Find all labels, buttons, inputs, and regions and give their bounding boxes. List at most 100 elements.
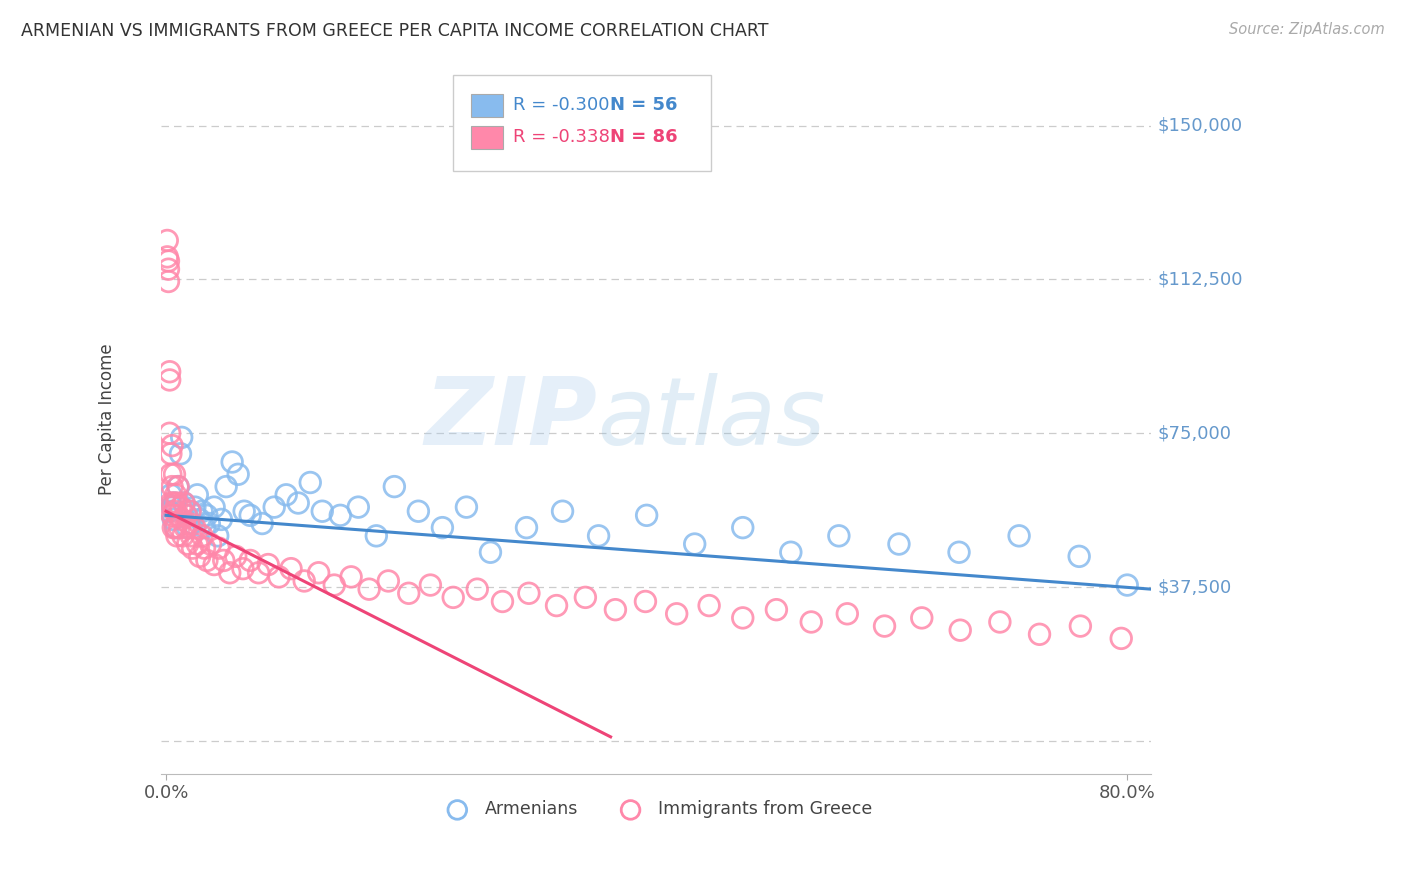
Point [323,578,346,592]
FancyBboxPatch shape [471,94,503,117]
Point [465,582,488,597]
Point [1236,627,1258,641]
Point [828,529,851,543]
Point [160,439,183,453]
Point [174,521,197,535]
Point [159,504,181,518]
Point [156,234,179,248]
Text: $150,000: $150,000 [1157,117,1243,135]
Point [167,480,190,494]
Point [311,504,333,518]
Point [179,504,201,518]
Point [159,373,181,387]
Point [176,537,198,551]
Point [765,603,787,617]
Text: ZIP: ZIP [425,373,598,465]
Point [177,516,200,531]
Point [162,512,184,526]
Text: $75,000: $75,000 [1157,425,1232,442]
Point [239,508,262,523]
Point [195,553,218,567]
Point [212,553,235,567]
Point [208,541,231,556]
Point [179,504,201,518]
Point [1116,578,1139,592]
Point [169,521,191,535]
Text: $37,500: $37,500 [1157,578,1232,596]
Point [517,586,540,600]
Point [191,504,214,518]
Point [180,529,202,543]
Point [491,594,513,608]
Point [665,607,688,621]
Point [250,516,273,531]
Point [157,254,180,268]
Point [165,521,187,535]
Point [247,566,270,580]
Point [636,508,658,523]
Point [574,591,596,605]
FancyBboxPatch shape [471,126,503,148]
Point [683,537,706,551]
Point [181,541,204,556]
Point [193,521,215,535]
Point [191,529,214,543]
Text: $112,500: $112,500 [1157,270,1243,288]
Text: N = 86: N = 86 [610,128,678,146]
Point [837,607,859,621]
Point [479,545,502,559]
Point [697,599,720,613]
Point [456,500,478,515]
Point [988,615,1011,629]
Point [329,508,352,523]
Point [169,447,191,461]
Point [163,496,186,510]
Point [634,594,657,608]
Point [195,508,218,523]
Point [551,504,574,518]
Point [209,512,232,526]
Point [1109,632,1132,646]
Point [1152,623,1174,637]
Text: N = 56: N = 56 [610,96,678,114]
Point [202,500,225,515]
Point [232,562,254,576]
Point [169,500,191,515]
Point [382,480,405,494]
Point [267,570,290,584]
Text: Source: ZipAtlas.com: Source: ZipAtlas.com [1229,22,1385,37]
Point [948,545,970,559]
Point [181,516,204,531]
Point [1069,549,1091,564]
Text: atlas: atlas [598,374,825,465]
Point [170,430,193,444]
Point [215,480,238,494]
Point [160,496,183,510]
Point [159,365,181,379]
Point [186,537,208,551]
Point [1028,627,1050,641]
Point [160,447,183,461]
Point [257,558,280,572]
Point [949,623,972,637]
Point [167,508,190,523]
Text: R = -0.300: R = -0.300 [513,96,609,114]
Point [207,529,229,543]
Point [408,504,430,518]
Point [1008,529,1031,543]
Point [173,496,195,510]
Point [588,529,610,543]
Point [160,500,183,515]
Point [359,582,381,597]
Point [184,521,207,535]
Point [1069,619,1091,633]
Point [166,496,188,510]
Point [193,541,215,556]
Point [170,512,193,526]
FancyBboxPatch shape [453,75,710,170]
Point [432,521,454,535]
Point [176,508,198,523]
Point [911,611,934,625]
Point [263,500,285,515]
Point [165,488,187,502]
